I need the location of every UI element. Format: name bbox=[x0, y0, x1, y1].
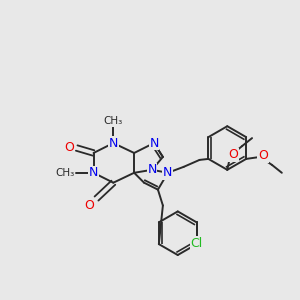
Text: Cl: Cl bbox=[190, 237, 203, 250]
Text: N: N bbox=[109, 136, 118, 150]
Text: O: O bbox=[258, 149, 268, 162]
Text: O: O bbox=[64, 140, 74, 154]
Text: N: N bbox=[89, 166, 98, 179]
Text: CH₃: CH₃ bbox=[55, 168, 74, 178]
Text: CH₃: CH₃ bbox=[104, 116, 123, 126]
Text: N: N bbox=[163, 166, 172, 179]
Text: N: N bbox=[147, 163, 157, 176]
Text: N: N bbox=[149, 136, 159, 150]
Text: O: O bbox=[228, 148, 238, 161]
Text: O: O bbox=[85, 199, 94, 212]
